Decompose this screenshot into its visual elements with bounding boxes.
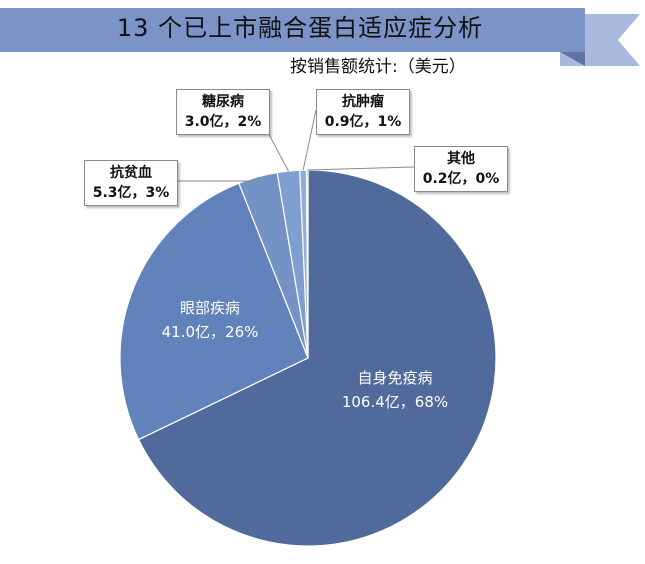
slice-value: 41.0亿，26% — [161, 323, 259, 341]
leader-line — [307, 166, 415, 171]
slice-value: 3.0亿，2% — [184, 114, 262, 130]
leader-line — [302, 109, 317, 171]
slice-name: 糖尿病 — [202, 94, 244, 110]
slice-name: 抗贫血 — [110, 165, 152, 181]
slice-name: 抗肿瘤 — [342, 94, 384, 110]
banner-bar — [0, 8, 585, 52]
slice-label: 抗肿瘤 0.9亿，1% — [316, 89, 410, 135]
title-banner — [0, 8, 640, 66]
slice-value: 106.4亿，68% — [341, 393, 449, 411]
slice-name: 自身免疫病 — [357, 369, 433, 387]
slice-label: 其他 0.2亿，0% — [414, 146, 508, 192]
page-title: 13 个已上市融合蛋白适应症分析 — [116, 14, 484, 42]
pie-slice — [119, 182, 309, 441]
slice-label: 自身免疫病 106.4亿，68% — [330, 366, 460, 414]
slice-value: 0.9亿，1% — [324, 114, 402, 130]
banner-ribbon-fold — [560, 52, 585, 66]
slice-label: 抗贫血 5.3亿，3% — [84, 160, 178, 206]
slice-label: 眼部疾病 41.0亿，26% — [150, 296, 270, 344]
pie-slice — [137, 169, 497, 547]
slice-value: 0.2亿，0% — [422, 171, 500, 187]
slice-label: 糖尿病 3.0亿，2% — [176, 89, 270, 135]
slice-name: 其他 — [447, 151, 475, 167]
slice-name: 眼部疾病 — [179, 299, 240, 317]
slice-value: 5.3亿，3% — [92, 185, 170, 201]
leader-line — [164, 176, 259, 182]
chart-subtitle: 按销售额统计:（美元） — [290, 57, 466, 77]
